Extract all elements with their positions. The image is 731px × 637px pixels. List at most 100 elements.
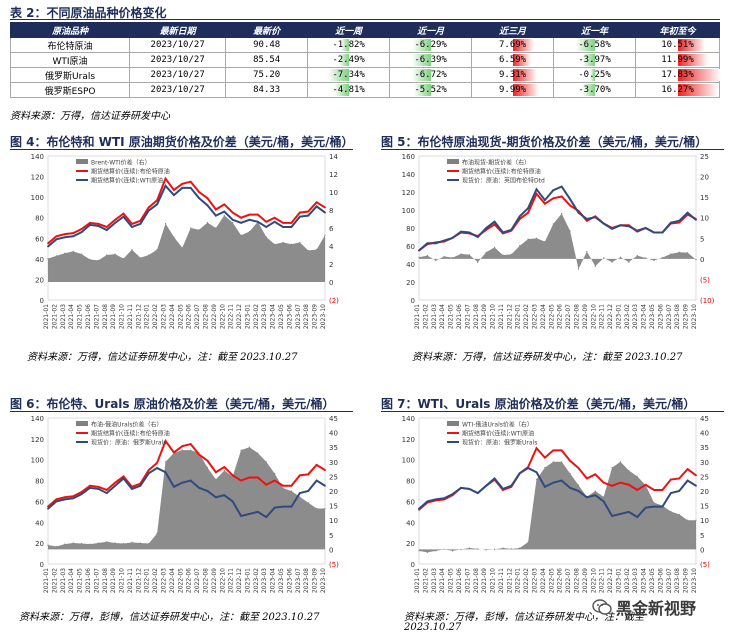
x-axis-tick: 2023-09 xyxy=(683,568,690,593)
x-axis-tick: 2023-07 xyxy=(666,568,673,593)
data-point xyxy=(72,497,75,500)
data-point xyxy=(695,484,697,487)
left-axis-tick: 20 xyxy=(406,540,415,548)
data-point-spread xyxy=(594,490,596,492)
data-point xyxy=(63,233,66,236)
data-point xyxy=(418,249,420,252)
x-axis-tick: 2023-05 xyxy=(278,568,285,593)
data-point xyxy=(290,221,293,224)
data-point xyxy=(173,485,175,488)
data-point xyxy=(451,237,454,239)
data-point-spread xyxy=(670,253,672,255)
data-point xyxy=(493,220,496,223)
x-axis-tick: 2023-08 xyxy=(303,568,310,593)
data-point-spread xyxy=(577,484,580,486)
data-point xyxy=(552,481,555,484)
data-point xyxy=(206,459,209,462)
cell-date: 2023/10/27 xyxy=(129,82,227,98)
data-point xyxy=(585,219,588,222)
data-point xyxy=(290,484,293,487)
data-point xyxy=(189,479,192,482)
right-axis-tick: 10 xyxy=(329,517,338,525)
x-axis-tick: 2022-08 xyxy=(573,568,580,593)
cell-date: 2023/10/27 xyxy=(129,37,227,53)
data-point xyxy=(324,211,326,214)
data-point-spread xyxy=(628,261,630,263)
x-axis-tick: 2021-05 xyxy=(77,304,84,329)
left-axis-tick: 120 xyxy=(31,436,44,444)
data-point-spread xyxy=(695,259,697,261)
x-axis-tick: 2023-07 xyxy=(295,568,302,593)
cell-m: -6.29% xyxy=(389,37,473,53)
data-point-spread xyxy=(206,222,209,224)
data-point-spread xyxy=(290,490,293,492)
cell-value: -3.97% xyxy=(578,55,611,65)
data-point-spread xyxy=(131,541,133,543)
cell-databar xyxy=(411,69,431,81)
cell-value: -2.49% xyxy=(332,55,365,65)
data-point xyxy=(248,218,251,221)
series-area-spread xyxy=(48,215,325,282)
data-point-spread xyxy=(493,548,496,550)
cell-y: -6.58% xyxy=(553,37,636,53)
cell-price: 75.20 xyxy=(225,67,309,83)
table-title-rule xyxy=(10,19,720,20)
x-axis-tick: 2022-12 xyxy=(607,304,614,329)
cell-databar xyxy=(412,54,431,66)
cell-price: 84.33 xyxy=(225,82,309,98)
data-point xyxy=(585,477,588,480)
data-point xyxy=(535,192,538,195)
data-point xyxy=(552,189,555,192)
cell-q: 9.99% xyxy=(471,82,554,98)
data-point xyxy=(97,488,100,490)
data-point-spread xyxy=(485,251,487,253)
table-row: 布伦特原油 2023/10/27 90.48 -1.82% -6.29% 7.69% -6.… xyxy=(9,37,720,53)
data-point xyxy=(460,486,462,489)
right-axis-tick: 12 xyxy=(329,171,338,179)
data-point-spread xyxy=(460,253,462,255)
data-point xyxy=(55,238,58,241)
data-point xyxy=(619,224,622,227)
x-axis-tick: 2022-10 xyxy=(219,568,226,593)
data-point xyxy=(535,188,538,191)
table-title: 表 2：不同原油品种价格变化 xyxy=(10,6,167,20)
data-point xyxy=(122,212,125,215)
data-point xyxy=(282,221,284,224)
data-point-spread xyxy=(215,478,217,480)
x-axis-tick: 2023-09 xyxy=(312,304,319,329)
x-axis-tick: 2022-03 xyxy=(161,568,168,593)
data-point xyxy=(181,481,184,484)
data-point xyxy=(510,484,513,487)
data-point xyxy=(644,506,647,509)
data-point xyxy=(189,443,192,445)
data-point xyxy=(265,483,268,486)
data-point xyxy=(122,215,125,218)
x-axis-tick: 2021-10 xyxy=(119,304,126,329)
data-point-spread xyxy=(122,258,125,260)
x-axis-tick: 2022-03 xyxy=(161,304,168,329)
right-axis-tick: 5 xyxy=(700,532,704,540)
x-axis-tick: 2022-07 xyxy=(565,568,572,593)
col-header-price: 最新价 xyxy=(225,22,309,38)
data-point xyxy=(240,515,242,517)
x-axis-tick: 2023-01 xyxy=(615,304,622,329)
data-point xyxy=(544,485,546,488)
data-point xyxy=(231,211,234,214)
x-axis-tick: 2021-05 xyxy=(77,568,84,593)
x-axis-tick: 2022-11 xyxy=(228,568,235,593)
data-point xyxy=(223,210,226,213)
data-point-spread xyxy=(89,258,91,261)
data-point xyxy=(307,490,310,492)
data-point xyxy=(569,486,571,489)
x-axis-tick: 2022-04 xyxy=(169,568,176,593)
left-axis-tick: 100 xyxy=(402,207,415,215)
cell-value: -5.52% xyxy=(414,85,447,95)
data-point xyxy=(661,505,664,508)
data-point xyxy=(298,211,301,214)
x-axis-tick: 2021-11 xyxy=(127,304,134,329)
data-point xyxy=(669,492,672,494)
left-axis-tick: 140 xyxy=(31,153,44,161)
cell-w: -7.34% xyxy=(307,67,391,83)
left-axis-tick: 120 xyxy=(31,174,44,182)
data-point xyxy=(527,467,530,469)
